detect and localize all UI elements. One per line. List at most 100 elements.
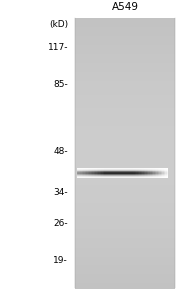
Bar: [92, 174, 94, 175]
Bar: [162, 170, 164, 171]
Bar: [80, 170, 82, 171]
Bar: [132, 170, 134, 171]
Bar: [164, 174, 165, 175]
Bar: [98, 175, 100, 176]
Bar: [132, 177, 134, 178]
Bar: [127, 170, 129, 171]
Bar: [123, 176, 124, 177]
Bar: [145, 173, 147, 174]
Bar: [83, 174, 85, 175]
Bar: [75, 220, 175, 226]
Bar: [113, 173, 115, 174]
Bar: [83, 176, 85, 177]
Bar: [92, 173, 94, 174]
Bar: [145, 175, 147, 176]
Bar: [86, 174, 88, 175]
Bar: [161, 170, 162, 171]
Bar: [107, 173, 109, 174]
Bar: [150, 171, 152, 172]
Bar: [136, 172, 138, 173]
Bar: [127, 175, 129, 176]
Bar: [85, 177, 86, 178]
Bar: [91, 174, 92, 175]
Bar: [112, 176, 114, 177]
Bar: [135, 170, 137, 171]
Bar: [115, 170, 117, 171]
Bar: [139, 169, 141, 170]
Bar: [130, 170, 132, 171]
Bar: [150, 173, 152, 174]
Bar: [162, 176, 164, 177]
Bar: [167, 174, 168, 175]
Bar: [158, 172, 159, 173]
Bar: [147, 170, 149, 171]
Bar: [98, 174, 100, 175]
Bar: [103, 170, 105, 171]
Bar: [120, 174, 121, 175]
Bar: [162, 173, 164, 174]
Bar: [80, 172, 82, 173]
Bar: [152, 176, 153, 177]
Bar: [106, 176, 108, 177]
Bar: [159, 174, 161, 175]
Bar: [150, 170, 152, 171]
Bar: [136, 171, 138, 172]
Bar: [91, 169, 92, 170]
Bar: [165, 169, 167, 170]
Bar: [88, 170, 89, 171]
Bar: [133, 171, 135, 172]
Bar: [139, 172, 141, 173]
Bar: [147, 174, 149, 175]
Bar: [113, 175, 115, 176]
Bar: [113, 169, 115, 170]
Bar: [78, 174, 80, 175]
Bar: [113, 176, 115, 177]
Bar: [156, 169, 158, 170]
Bar: [141, 177, 143, 178]
Bar: [123, 173, 124, 174]
Bar: [88, 173, 89, 174]
Bar: [77, 171, 79, 172]
Bar: [136, 173, 138, 174]
Bar: [75, 225, 175, 230]
Bar: [142, 174, 144, 175]
Bar: [127, 169, 129, 170]
Bar: [132, 172, 134, 173]
Bar: [138, 177, 140, 178]
Bar: [147, 177, 149, 178]
Bar: [147, 175, 149, 176]
Bar: [136, 170, 138, 171]
Bar: [135, 171, 137, 172]
Bar: [126, 171, 127, 172]
Bar: [147, 169, 149, 170]
Bar: [103, 169, 105, 170]
Bar: [161, 172, 162, 173]
Bar: [88, 177, 89, 178]
Bar: [117, 171, 118, 172]
Bar: [85, 174, 86, 175]
Bar: [91, 172, 92, 173]
Bar: [161, 169, 162, 170]
Bar: [152, 169, 153, 170]
Bar: [147, 171, 149, 172]
Bar: [165, 174, 167, 175]
Bar: [135, 176, 137, 177]
Bar: [117, 170, 118, 171]
Bar: [153, 170, 155, 171]
Bar: [115, 171, 117, 172]
Bar: [149, 176, 150, 177]
Bar: [141, 169, 143, 170]
Bar: [118, 173, 120, 174]
Bar: [161, 175, 162, 176]
Bar: [165, 170, 167, 171]
Bar: [167, 177, 168, 178]
Bar: [75, 130, 175, 136]
Bar: [136, 173, 138, 174]
Bar: [104, 169, 106, 170]
Bar: [75, 158, 175, 163]
Bar: [164, 169, 165, 170]
Bar: [159, 175, 161, 176]
Bar: [120, 172, 121, 173]
Bar: [92, 169, 94, 170]
Bar: [136, 177, 138, 178]
